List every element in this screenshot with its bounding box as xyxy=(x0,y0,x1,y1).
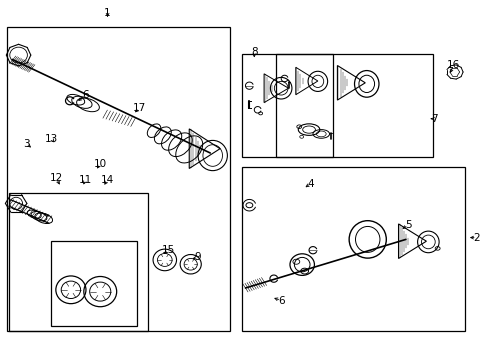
Bar xyxy=(276,54,432,157)
Text: 13: 13 xyxy=(44,134,58,144)
Text: 7: 7 xyxy=(430,114,437,124)
Bar xyxy=(9,193,148,331)
Text: 14: 14 xyxy=(101,175,114,185)
Bar xyxy=(7,27,229,331)
Text: 11: 11 xyxy=(79,175,92,185)
Text: 12: 12 xyxy=(49,173,63,183)
Bar xyxy=(242,54,332,157)
Text: 1: 1 xyxy=(104,8,111,18)
Text: 6: 6 xyxy=(277,296,284,306)
Text: 5: 5 xyxy=(404,220,411,230)
Text: 4: 4 xyxy=(306,179,313,189)
Text: 9: 9 xyxy=(194,252,201,262)
Text: 6: 6 xyxy=(82,90,89,100)
Text: 15: 15 xyxy=(162,245,175,255)
Text: 3: 3 xyxy=(23,139,30,149)
Bar xyxy=(51,241,137,326)
Text: 17: 17 xyxy=(132,103,146,113)
Text: 16: 16 xyxy=(446,60,460,70)
Bar xyxy=(242,167,464,331)
Text: 10: 10 xyxy=(94,159,106,169)
Text: 8: 8 xyxy=(250,47,257,57)
Text: 2: 2 xyxy=(472,233,479,243)
